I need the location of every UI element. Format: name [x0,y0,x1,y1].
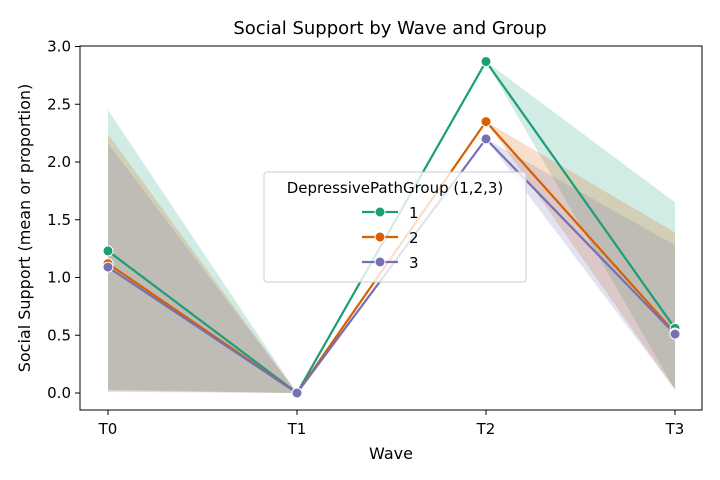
x-tick-label: T1 [287,420,307,438]
y-axis: 0.0 0.5 1.0 1.5 2.0 2.5 3.0 [47,38,80,402]
y-tick-label: 2.5 [47,95,71,113]
y-tick-label: 1.5 [47,211,71,229]
legend-label: 3 [409,254,419,272]
chart-title: Social Support by Wave and Group [233,18,546,39]
y-tick-label: 0.5 [47,326,71,344]
legend-swatch-marker [374,206,386,218]
x-axis: T0 T1 T2 T3 [98,410,685,438]
point-series-1 [102,245,114,257]
legend-label: 2 [409,229,419,247]
ci-band-series-2 [108,121,675,393]
y-tick-label: 3.0 [47,38,71,56]
legend-swatch-marker [374,231,386,243]
point-series-3 [669,328,681,340]
legend-title: DepressivePathGroup (1,2,3) [287,179,504,197]
y-axis-label: Social Support (mean or proportion) [15,84,34,373]
x-tick-label: T0 [98,420,118,438]
x-tick-label: T2 [476,420,496,438]
ci-band-series-3 [108,138,675,393]
point-series-1 [480,56,492,68]
point-series-2 [480,116,492,128]
y-tick-label: 0.0 [47,384,71,402]
data-points [102,56,681,399]
legend-label: 1 [409,204,419,222]
legend-swatch-marker [374,256,386,268]
x-axis-label: Wave [369,444,413,463]
point-series-3 [291,387,303,399]
legend: DepressivePathGroup (1,2,3) 1 2 3 [263,171,527,283]
legend-box [263,171,527,283]
y-tick-label: 2.0 [47,153,71,171]
x-tick-label: T3 [665,420,685,438]
plot-frame [79,45,703,411]
point-series-3 [480,133,492,145]
point-series-3 [102,261,114,273]
y-tick-label: 1.0 [47,269,71,287]
